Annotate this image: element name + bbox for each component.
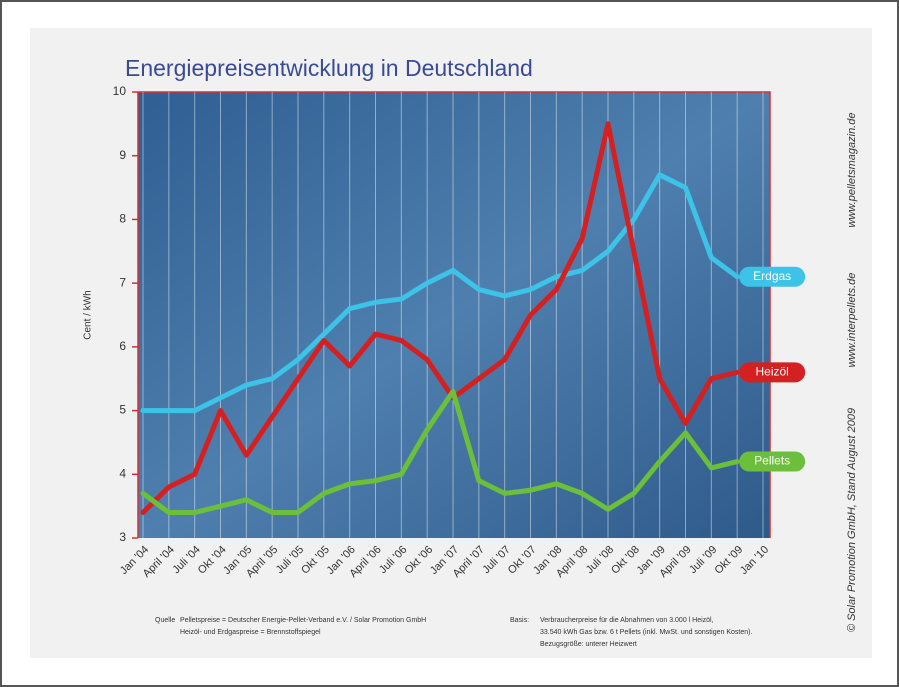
chart: Energiepreisentwicklung in Deutschland C…	[0, 0, 899, 687]
y-tick-label: 4	[119, 466, 126, 480]
y-tick-label: 9	[119, 148, 126, 162]
footer-label: Basis:	[510, 617, 529, 624]
y-tick-label: 3	[119, 530, 126, 544]
footer-text: Bezugsgröße: unterer Heizwert	[540, 641, 637, 648]
footer-label: Quelle	[155, 617, 175, 624]
legend-label: Pellets	[754, 454, 790, 468]
plot-area	[138, 92, 770, 538]
chart-title: Energiepreisentwicklung in Deutschland	[125, 55, 533, 81]
footer-text: 33.540 kWh Gas bzw. 6 t Pellets (inkl. M…	[540, 629, 752, 636]
side-text: www.pelletsmagazin.de	[846, 113, 858, 228]
legend-label: Heizöl	[755, 365, 788, 379]
y-tick-label: 6	[119, 339, 126, 353]
footer-text: Heizöl- und Erdgaspreise = Brennstoffspi…	[180, 629, 321, 636]
y-tick-label: 5	[119, 403, 126, 417]
side-text: © Solar Promotion GmbH, Stand August 200…	[846, 408, 858, 632]
y-tick-label: 7	[119, 275, 126, 289]
legend-label: Erdgas	[753, 269, 791, 283]
footer-text: Verbraucherpreise für die Abnahmen von 3…	[540, 617, 714, 624]
y-tick-label: 8	[119, 212, 126, 226]
side-text: www.interpellets.de	[846, 273, 858, 368]
footer-text: Pelletspreise = Deutscher Energie-Pellet…	[180, 617, 426, 624]
y-tick-label: 10	[113, 84, 127, 98]
y-axis-label: Cent / kWh	[83, 290, 94, 339]
